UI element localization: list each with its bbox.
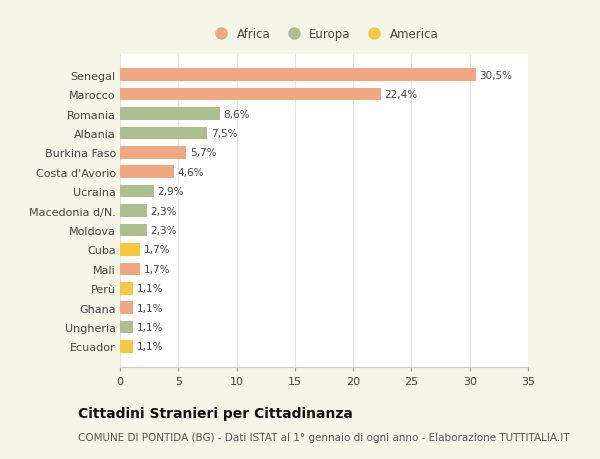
Bar [120, 185, 154, 198]
Bar [120, 69, 476, 82]
Text: 1,7%: 1,7% [143, 264, 170, 274]
Text: 1,1%: 1,1% [136, 303, 163, 313]
Text: 4,6%: 4,6% [177, 168, 203, 177]
Text: 1,1%: 1,1% [136, 322, 163, 332]
Legend: Africa, Europa, America: Africa, Europa, America [205, 23, 443, 46]
Text: 2,3%: 2,3% [151, 225, 177, 235]
Bar [120, 166, 173, 179]
Text: COMUNE DI PONTIDA (BG) - Dati ISTAT al 1° gennaio di ogni anno - Elaborazione TU: COMUNE DI PONTIDA (BG) - Dati ISTAT al 1… [78, 432, 569, 442]
Text: Cittadini Stranieri per Cittadinanza: Cittadini Stranieri per Cittadinanza [78, 406, 353, 420]
Text: 1,1%: 1,1% [136, 342, 163, 352]
Bar [120, 205, 147, 218]
Bar [120, 89, 381, 101]
Text: 22,4%: 22,4% [385, 90, 418, 100]
Bar [120, 224, 147, 237]
Text: 30,5%: 30,5% [479, 71, 512, 80]
Bar [120, 321, 133, 334]
Text: 2,3%: 2,3% [151, 206, 177, 216]
Text: 2,9%: 2,9% [157, 187, 184, 197]
Bar [120, 263, 140, 275]
Text: 5,7%: 5,7% [190, 148, 217, 158]
Bar [120, 108, 220, 121]
Bar [120, 127, 208, 140]
Bar [120, 147, 187, 159]
Bar [120, 282, 133, 295]
Text: 1,1%: 1,1% [136, 284, 163, 294]
Text: 7,5%: 7,5% [211, 129, 238, 139]
Bar [120, 302, 133, 314]
Bar [120, 244, 140, 256]
Bar [120, 341, 133, 353]
Text: 1,7%: 1,7% [143, 245, 170, 255]
Text: 8,6%: 8,6% [224, 109, 250, 119]
